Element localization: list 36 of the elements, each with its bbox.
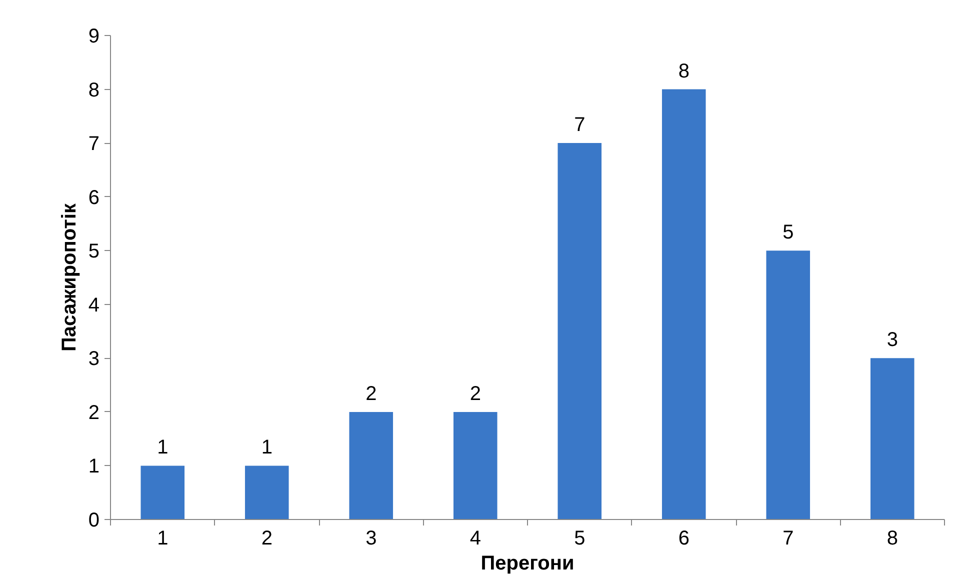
x-tick-label: 3: [366, 528, 377, 550]
bar: [662, 89, 706, 520]
bar: [766, 250, 810, 520]
x-tick-label: 8: [886, 528, 898, 550]
y-tick-label: 9: [88, 26, 100, 48]
bar: [349, 412, 394, 520]
y-tick-label: 6: [88, 186, 100, 209]
x-tick-label: 7: [782, 528, 794, 550]
bar: [244, 466, 289, 520]
x-tick-label: 4: [470, 528, 481, 550]
x-tick-label: 1: [157, 528, 168, 550]
x-tick-label: 5: [574, 528, 586, 550]
data-label: 3: [886, 329, 898, 352]
data-label: 1: [157, 436, 168, 459]
y-tick-label: 0: [88, 510, 100, 532]
y-tick-label: 2: [88, 402, 100, 424]
bar: [140, 466, 185, 520]
data-label: 1: [261, 436, 272, 459]
y-tick-label: 8: [88, 79, 100, 102]
data-label: 2: [470, 382, 481, 405]
data-label: 7: [574, 114, 586, 136]
bar: [558, 143, 602, 520]
data-label: 8: [678, 60, 690, 82]
x-tick-label: 2: [261, 528, 272, 550]
x-tick-label: 6: [678, 528, 690, 550]
data-label: 2: [366, 382, 377, 405]
y-tick-label: 4: [88, 294, 100, 316]
y-tick-label: 1: [88, 456, 100, 478]
y-tick-label: 3: [88, 348, 100, 370]
y-axis-title: Пасажиропотік: [58, 202, 80, 352]
y-tick-label: 5: [88, 240, 100, 263]
x-axis-title: Перегони: [480, 552, 574, 574]
y-tick-label: 7: [88, 133, 100, 156]
bar: [870, 358, 914, 520]
data-label: 5: [782, 222, 794, 244]
bar: [453, 412, 498, 520]
